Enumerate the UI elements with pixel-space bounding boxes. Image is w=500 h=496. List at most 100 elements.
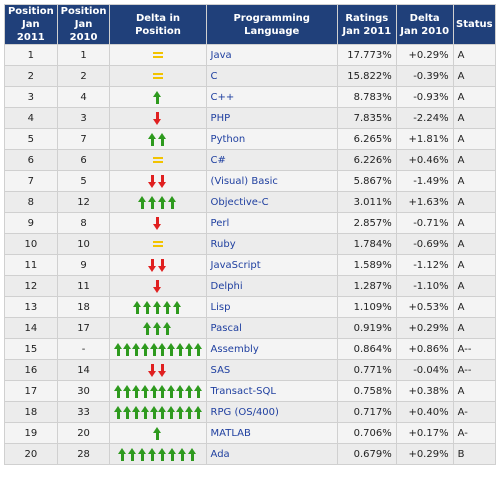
green-up-arrow-icon bbox=[163, 300, 172, 314]
rating-cell: 0.919% bbox=[337, 318, 396, 338]
position-2010-cell: 28 bbox=[57, 444, 110, 464]
table-row: 6 6 C# 6.226% +0.46% A bbox=[5, 150, 495, 170]
delta-cell: +1.63% bbox=[396, 192, 453, 212]
rating-cell: 0.679% bbox=[337, 444, 396, 464]
position-2010-cell: 11 bbox=[57, 276, 110, 296]
language-cell[interactable]: Objective-C bbox=[206, 192, 337, 212]
delta-position-cell bbox=[110, 339, 206, 359]
status-cell: A bbox=[453, 297, 495, 317]
delta-cell: +1.81% bbox=[396, 129, 453, 149]
yellow-equal-icon bbox=[152, 72, 163, 80]
position-2011-cell: 9 bbox=[5, 213, 57, 233]
language-cell[interactable]: Lisp bbox=[206, 297, 337, 317]
position-2011-cell: 6 bbox=[5, 150, 57, 170]
position-2010-cell: 12 bbox=[57, 192, 110, 212]
delta-cell: +0.17% bbox=[396, 423, 453, 443]
green-up-arrow-icon bbox=[193, 384, 202, 398]
language-cell[interactable]: Perl bbox=[206, 213, 337, 233]
position-2011-cell: 4 bbox=[5, 108, 57, 128]
position-2011-cell: 13 bbox=[5, 297, 57, 317]
header-ratings: Ratings Jan 2011 bbox=[337, 5, 396, 44]
green-up-arrow-icon bbox=[184, 342, 193, 356]
delta-cell: +0.86% bbox=[396, 339, 453, 359]
green-up-arrow-icon bbox=[143, 321, 152, 335]
language-cell[interactable]: MATLAB bbox=[206, 423, 337, 443]
green-up-arrow-icon bbox=[158, 447, 167, 461]
green-up-arrow-icon bbox=[128, 447, 137, 461]
language-cell[interactable]: Delphi bbox=[206, 276, 337, 296]
green-up-arrow-icon bbox=[153, 426, 162, 440]
language-cell[interactable]: Pascal bbox=[206, 318, 337, 338]
green-up-arrow-icon bbox=[168, 447, 177, 461]
delta-position-cell bbox=[110, 234, 206, 254]
green-up-arrow-icon bbox=[176, 405, 184, 419]
delta-position-cell bbox=[110, 402, 206, 422]
delta-cell: +0.40% bbox=[396, 402, 453, 422]
status-cell: A bbox=[453, 255, 495, 275]
green-up-arrow-icon bbox=[153, 300, 162, 314]
position-2010-cell: 14 bbox=[57, 360, 110, 380]
status-cell: A bbox=[453, 150, 495, 170]
status-cell: A bbox=[453, 45, 495, 65]
language-cell[interactable]: Ruby bbox=[206, 234, 337, 254]
status-cell: A-- bbox=[453, 360, 495, 380]
status-cell: A bbox=[453, 381, 495, 401]
position-2011-cell: 15 bbox=[5, 339, 57, 359]
language-cell[interactable]: Transact-SQL bbox=[206, 381, 337, 401]
rating-cell: 3.011% bbox=[337, 192, 396, 212]
rating-cell: 0.717% bbox=[337, 402, 396, 422]
delta-position-cell bbox=[110, 318, 206, 338]
language-cell[interactable]: SAS bbox=[206, 360, 337, 380]
language-cell[interactable]: C# bbox=[206, 150, 337, 170]
language-cell[interactable]: RPG (OS/400) bbox=[206, 402, 337, 422]
trend-indicator bbox=[114, 405, 202, 419]
delta-cell: -0.71% bbox=[396, 213, 453, 233]
green-up-arrow-icon bbox=[158, 195, 167, 209]
trend-indicator bbox=[114, 195, 201, 209]
trend-indicator bbox=[114, 321, 201, 335]
status-cell: A bbox=[453, 108, 495, 128]
green-up-arrow-icon bbox=[188, 447, 197, 461]
position-2011-cell: 18 bbox=[5, 402, 57, 422]
rating-cell: 0.864% bbox=[337, 339, 396, 359]
status-cell: A bbox=[453, 87, 495, 107]
green-up-arrow-icon bbox=[123, 405, 132, 419]
table-row: 12 11 Delphi 1.287% -1.10% A bbox=[5, 276, 495, 296]
green-up-arrow-icon bbox=[178, 447, 187, 461]
delta-cell: -1.12% bbox=[396, 255, 453, 275]
yellow-equal-icon bbox=[152, 240, 163, 248]
trend-indicator bbox=[114, 363, 201, 377]
language-cell[interactable]: (Visual) Basic bbox=[206, 171, 337, 191]
language-cell[interactable]: JavaScript bbox=[206, 255, 337, 275]
language-cell[interactable]: C bbox=[206, 66, 337, 86]
language-cell[interactable]: Java bbox=[206, 45, 337, 65]
language-cell[interactable]: PHP bbox=[206, 108, 337, 128]
language-cell[interactable]: C++ bbox=[206, 87, 337, 107]
rating-cell: 1.784% bbox=[337, 234, 396, 254]
delta-position-cell bbox=[110, 129, 206, 149]
green-up-arrow-icon bbox=[149, 405, 158, 419]
green-up-arrow-icon bbox=[140, 342, 149, 356]
ranking-table-container: Position Jan 2011 Position Jan 2010 Delt… bbox=[4, 4, 496, 465]
green-up-arrow-icon bbox=[153, 321, 162, 335]
status-cell: A bbox=[453, 318, 495, 338]
red-down-arrow-icon bbox=[148, 363, 157, 377]
red-down-arrow-icon bbox=[158, 258, 167, 272]
status-cell: A bbox=[453, 66, 495, 86]
status-cell: A bbox=[453, 192, 495, 212]
trend-indicator bbox=[114, 216, 201, 230]
trend-indicator bbox=[114, 342, 202, 356]
trend-indicator bbox=[114, 300, 201, 314]
rating-cell: 8.783% bbox=[337, 87, 396, 107]
position-2010-cell: 4 bbox=[57, 87, 110, 107]
table-row: 20 28 Ada 0.679% +0.29% B bbox=[5, 444, 495, 464]
language-cell[interactable]: Python bbox=[206, 129, 337, 149]
green-up-arrow-icon bbox=[158, 342, 167, 356]
trend-indicator bbox=[114, 384, 202, 398]
rating-cell: 1.109% bbox=[337, 297, 396, 317]
green-up-arrow-icon bbox=[148, 447, 157, 461]
language-cell[interactable]: Assembly bbox=[206, 339, 337, 359]
header-position-2010: Position Jan 2010 bbox=[57, 5, 110, 44]
red-down-arrow-icon bbox=[158, 363, 167, 377]
language-cell[interactable]: Ada bbox=[206, 444, 337, 464]
